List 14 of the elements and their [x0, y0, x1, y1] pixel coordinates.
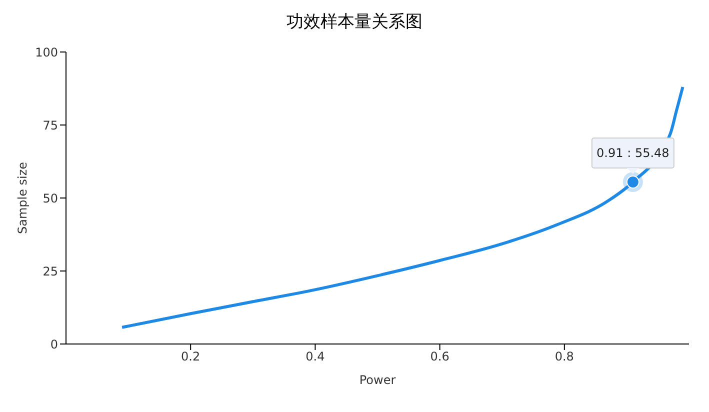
x-axis-title: Power	[359, 373, 396, 387]
line-series	[120, 86, 684, 329]
x-tick-label: 0.2	[181, 350, 200, 364]
y-tick-label: 75	[42, 118, 58, 132]
chart-title: 功效样本量关系图	[286, 11, 424, 34]
y-tick-label: 50	[42, 191, 58, 206]
y-tick-label: 100	[35, 45, 58, 60]
annotation: 0.91 : 55.48	[596, 146, 670, 160]
y-tick-label: 25	[42, 264, 58, 278]
x-tick-label: 0.6	[430, 350, 450, 364]
y-axis-title: Sample size	[15, 162, 30, 234]
y-tick-label: 0	[50, 337, 58, 352]
x-tick-label: 0.8	[554, 350, 574, 364]
x-tick-label: 0.4	[306, 350, 325, 364]
